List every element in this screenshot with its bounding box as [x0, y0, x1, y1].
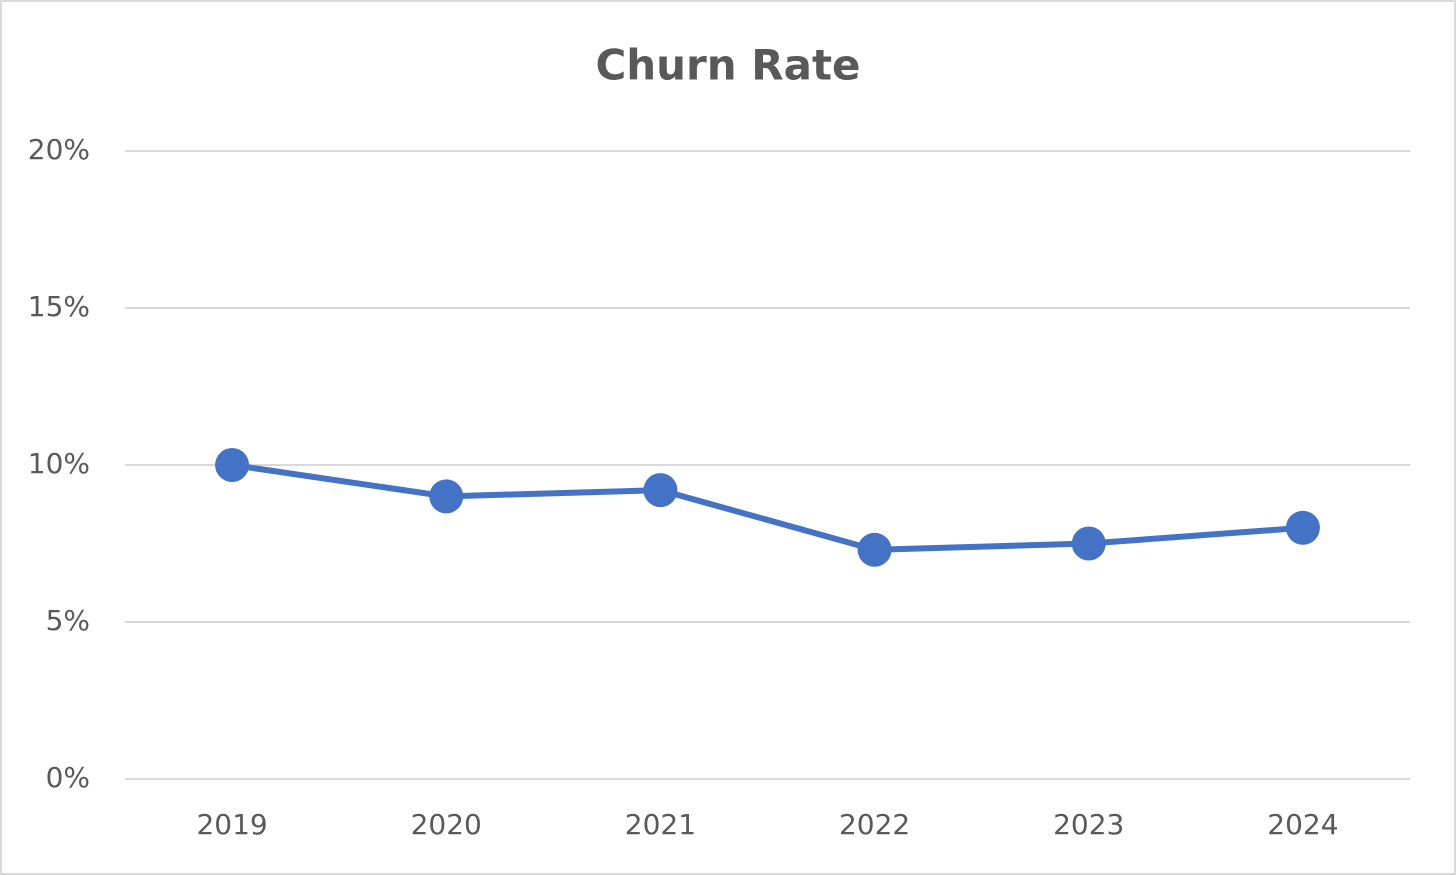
x-tick-label: 2024 — [1267, 808, 1338, 841]
x-tick-label: 2020 — [411, 808, 482, 841]
y-tick-label: 0% — [46, 761, 90, 794]
x-tick-label: 2021 — [625, 808, 696, 841]
x-tick-label: 2023 — [1053, 808, 1124, 841]
data-point — [215, 448, 250, 482]
x-tick-label: 2019 — [196, 808, 267, 841]
x-tick-label: 2022 — [839, 808, 910, 841]
data-point — [1071, 526, 1106, 561]
data-point — [643, 473, 678, 508]
y-tick-label: 10% — [28, 447, 90, 480]
y-tick-label: 15% — [28, 290, 90, 323]
y-tick-label: 20% — [28, 133, 90, 166]
chart-title: Churn Rate — [595, 41, 860, 90]
y-tick-label: 5% — [46, 604, 90, 637]
data-point — [857, 532, 892, 567]
data-point — [429, 479, 464, 514]
data-point — [1285, 510, 1320, 545]
series-line — [231, 462, 1304, 553]
